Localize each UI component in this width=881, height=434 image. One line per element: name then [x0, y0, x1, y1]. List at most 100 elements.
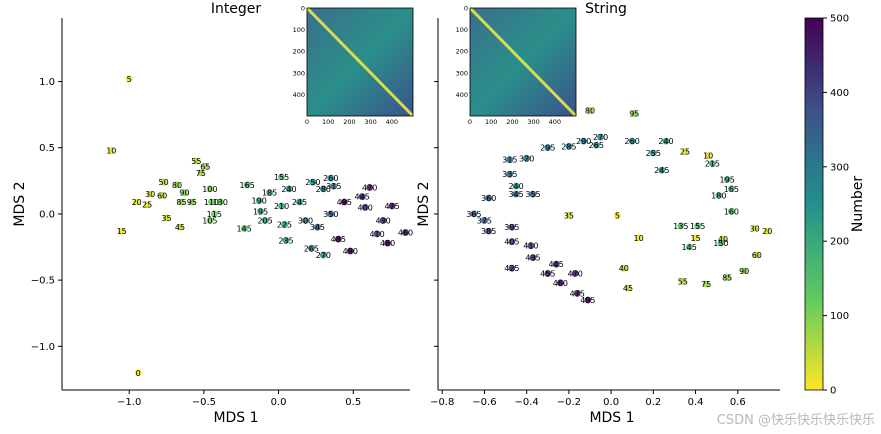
ylabel-integer: MDS 2: [12, 181, 28, 226]
scatter-point: [278, 173, 285, 181]
point-label: 155: [274, 173, 289, 182]
point-label: 110: [204, 198, 219, 207]
scatter-point: [197, 169, 205, 177]
watermark: CSDN @快乐快乐快乐快乐: [716, 413, 875, 428]
inset-diagonal: [468, 6, 578, 118]
point-label: 60: [157, 191, 167, 200]
point-label: 50: [159, 178, 169, 187]
y-tick-label: 1.0: [39, 77, 55, 88]
y-ticks-integer: −1.0 −0.5 0.0 0.5 1.0: [31, 77, 62, 353]
scatter-point: [188, 198, 196, 206]
point-label: 100: [202, 185, 217, 194]
point-label: 150: [713, 239, 728, 248]
x-ticks-string: −0.8 −0.6 −0.4 −0.2 0.0 0.2 0.4 0.6: [430, 390, 746, 408]
inset-x-tick: 400: [386, 118, 398, 126]
x-tick-label: 0.2: [645, 397, 661, 408]
inset-y-tick: 100: [293, 26, 305, 34]
point-label: 80: [585, 107, 595, 116]
scatter-point: [366, 184, 374, 191]
scatter-point: [470, 210, 478, 218]
scatter-point: [255, 197, 263, 205]
scatter-point: [529, 190, 537, 198]
point-label: 105: [202, 217, 217, 226]
point-label: 260: [323, 174, 338, 183]
point-label: 5: [615, 211, 620, 220]
inset-y-tick: 300: [293, 69, 305, 77]
point-label: 425: [504, 264, 519, 273]
point-label: 460: [553, 279, 568, 288]
scatter-point: [210, 210, 218, 218]
inset-x-tick: 0: [468, 118, 472, 126]
point-label: 15: [691, 234, 701, 243]
inset-y-tick: 400: [456, 91, 468, 99]
scatter-point: [481, 217, 488, 224]
point-label: 130: [213, 198, 228, 207]
scatter-point: [308, 244, 315, 252]
inset-diagonal: [305, 6, 415, 118]
inset-integer: 0 100 200 300 400 0 100 200 300 400: [293, 5, 415, 127]
point-label: 395: [504, 223, 519, 232]
scatter-point: [694, 222, 702, 230]
x-tick-label: −0.4: [515, 397, 539, 408]
point-label: 35: [161, 214, 171, 223]
colorbar-gradient: [804, 17, 824, 391]
x-tick-label: 0.6: [730, 397, 746, 408]
scatter-point: [327, 210, 335, 218]
colorbar-tick-label: 100: [830, 311, 849, 322]
scatter-point: [330, 182, 338, 190]
point-label: 300: [298, 217, 313, 226]
inset-y-tick: 100: [456, 26, 468, 34]
colorbar-tick-label: 300: [830, 162, 849, 173]
point-label: 335: [502, 170, 517, 179]
point-label: 5: [127, 75, 132, 84]
x-tick-label: −0.2: [557, 397, 581, 408]
scatter-point: [320, 185, 327, 193]
scatter-point: [133, 198, 141, 206]
scatter-point: [573, 290, 581, 297]
scatter-point: [728, 185, 735, 193]
point-label: 270: [316, 251, 331, 260]
scatter-point: [592, 141, 600, 149]
scatter-point: [544, 270, 552, 277]
point-label: 460: [398, 229, 413, 238]
point-label: 75: [196, 169, 206, 178]
point-label: 485: [331, 235, 346, 244]
scatter-point: [361, 203, 369, 211]
scatter-point: [597, 133, 604, 141]
scatter-point: [624, 284, 632, 292]
point-label: 315: [502, 156, 517, 165]
scatter-point: [243, 181, 251, 189]
point-label: 285: [561, 142, 576, 151]
point-label: 80: [172, 181, 182, 190]
inset-x-tick: 100: [485, 118, 497, 126]
point-label: 20: [132, 198, 142, 207]
scatter-point: [544, 144, 552, 152]
xlabel-integer: MDS 1: [213, 410, 258, 426]
point-label: 210: [274, 202, 289, 211]
x-tick-label: −1.0: [117, 397, 141, 408]
point-label: 35: [564, 211, 574, 220]
point-label: 400: [358, 203, 373, 212]
y-ticks-string: [434, 81, 438, 347]
point-label: 205: [257, 217, 272, 226]
point-label: 180: [711, 191, 726, 200]
inset-x-tick: 200: [343, 118, 355, 126]
scatter-point: [692, 234, 699, 242]
scatter-point: [635, 234, 642, 242]
scatter-point: [679, 278, 687, 285]
inset-x-tick: 0: [305, 118, 309, 126]
point-label: 475: [570, 289, 585, 298]
scatter-point: [685, 243, 693, 251]
inset-x-tick: 300: [527, 118, 539, 126]
scatter-point: [717, 239, 725, 247]
scatter-point: [584, 296, 592, 304]
scatter-point: [379, 217, 387, 224]
point-label: 155: [690, 222, 705, 231]
point-label: 295: [540, 144, 555, 153]
scatter-point: [125, 75, 133, 83]
point-label: 55: [191, 157, 201, 166]
colorbar-tick-label: 0: [830, 386, 836, 397]
inset-ticks: 0 100 200 300 400 0 100 200 300 400: [293, 5, 398, 127]
scatter-point: [346, 247, 354, 255]
inset-x-tick: 400: [549, 118, 561, 126]
